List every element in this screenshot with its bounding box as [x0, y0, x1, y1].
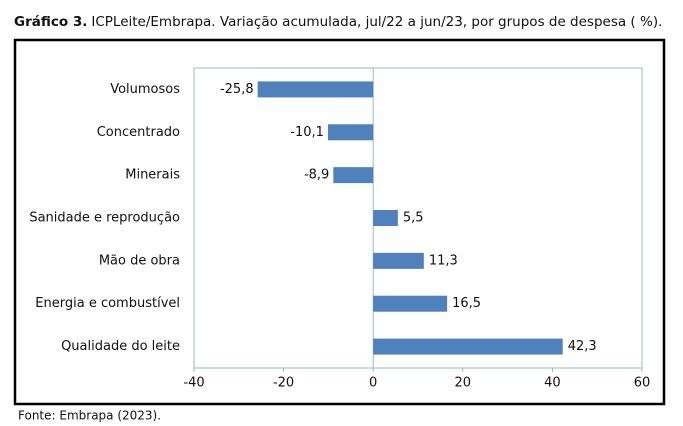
bar: [373, 295, 448, 312]
bar: [257, 81, 374, 98]
bar: [373, 210, 398, 226]
value-label: 11,3: [429, 253, 458, 268]
x-tick-label: 0: [369, 376, 377, 391]
source: Fonte: Embrapa (2023).: [18, 409, 161, 423]
bar: [327, 124, 374, 141]
y-tick-label: Qualidade do leite: [61, 339, 180, 354]
y-tick-label: Concentrado: [97, 125, 180, 140]
y-tick-label: Volumosos: [110, 82, 180, 97]
value-label: -8,9: [304, 168, 329, 183]
title-text: ICPLeite/Embrapa. Variação acumulada, ju…: [91, 14, 662, 30]
value-label: 5,5: [403, 211, 424, 226]
title-label: Gráfico 3.: [14, 14, 87, 30]
plot-area: [193, 67, 643, 369]
y-tick-label: Energia e combustível: [35, 296, 180, 311]
value-label: -25,8: [220, 82, 254, 97]
y-tick-label: Mão de obra: [99, 253, 180, 268]
x-tick-label: 40: [544, 376, 561, 391]
value-label: 42,3: [568, 339, 597, 354]
chart-title: Gráfico 3. ICPLeite/Embrapa. Variação acu…: [14, 14, 662, 30]
y-tick-label: Sanidade e reprodução: [29, 211, 180, 226]
x-tick-label: -40: [183, 376, 204, 391]
frame: [13, 38, 666, 406]
value-label: -10,1: [290, 125, 324, 140]
bar: [373, 338, 563, 355]
x-tick-label: 20: [455, 376, 472, 391]
bar: [333, 167, 374, 184]
bar: [373, 252, 424, 269]
x-tick-label: 60: [634, 376, 651, 391]
value-label: 16,5: [452, 296, 481, 311]
x-tick-label: -20: [273, 376, 294, 391]
y-tick-label: Minerais: [125, 168, 180, 183]
